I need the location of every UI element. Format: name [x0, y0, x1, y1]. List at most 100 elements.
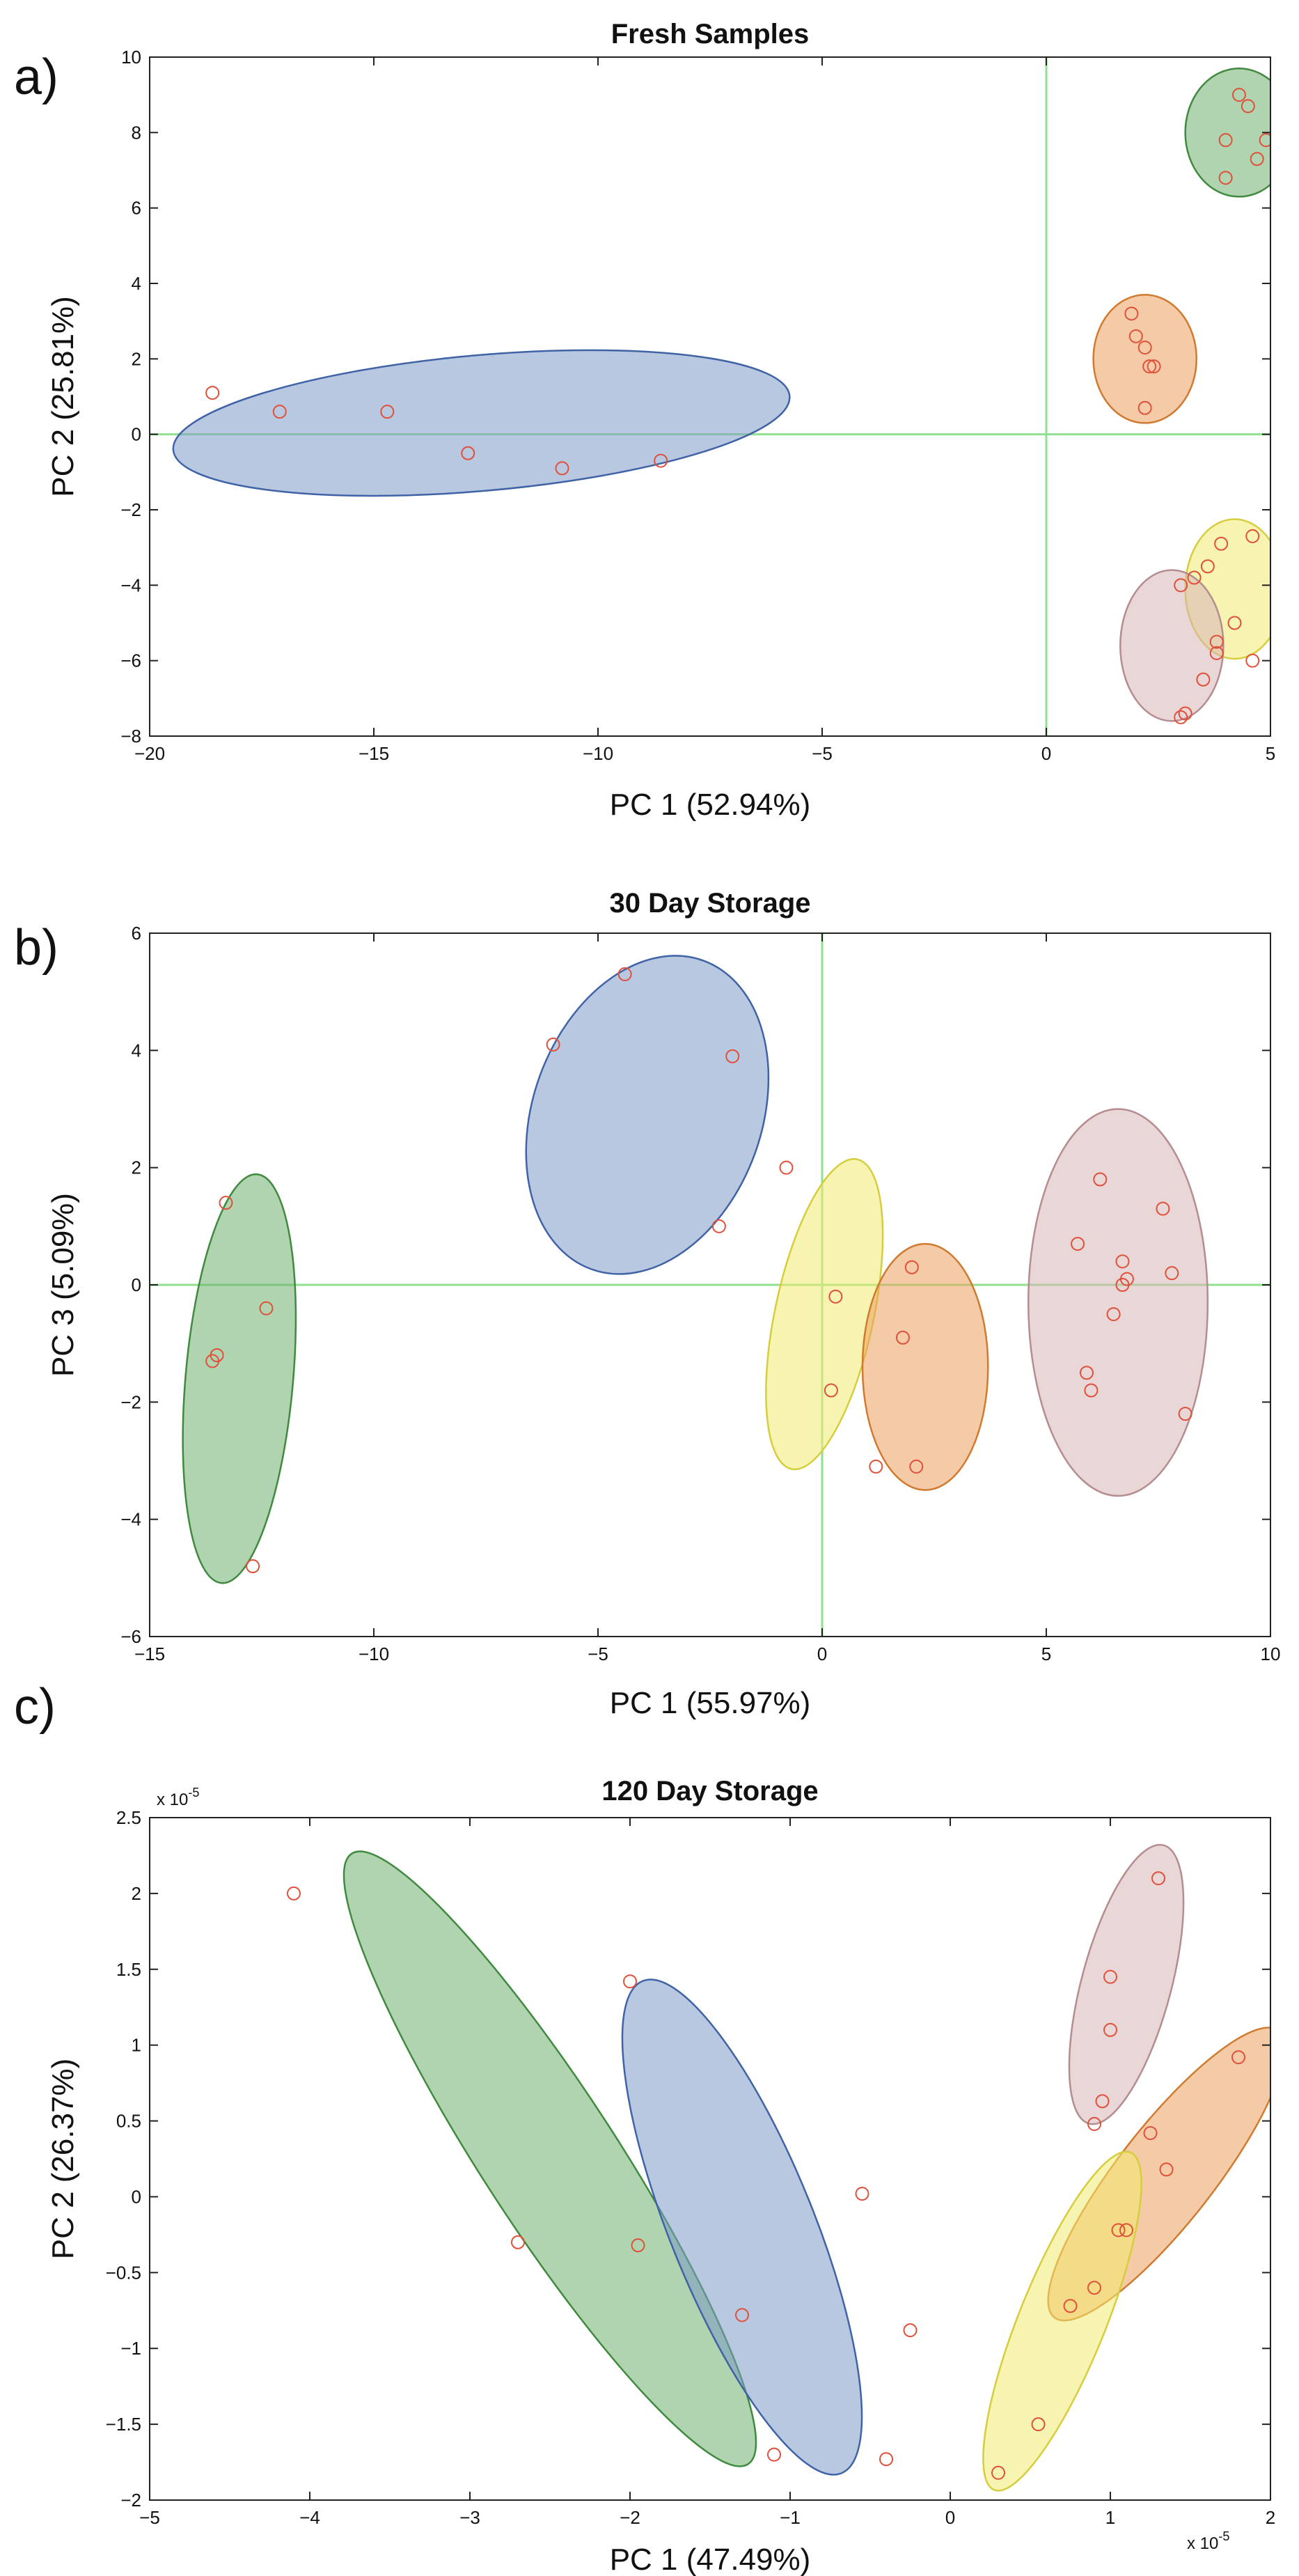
data-point: [511, 2235, 525, 2249]
data-point: [855, 2187, 869, 2201]
x-axis-label: PC 1 (52.94%): [610, 788, 811, 822]
data-point: [1103, 2022, 1117, 2037]
data-point: [1137, 341, 1152, 355]
data-point: [1124, 306, 1139, 321]
data-point: [1196, 672, 1211, 687]
data-point: [1084, 1383, 1099, 1398]
data-point: [1143, 2125, 1158, 2140]
data-point: [779, 1160, 794, 1175]
data-point: [631, 2238, 645, 2253]
x-axis-label: PC 1 (55.97%): [610, 1686, 811, 1720]
chart-title: Fresh Samples: [611, 19, 810, 49]
data-point: [1259, 133, 1270, 148]
data-point: [711, 1219, 726, 1233]
data-point: [1087, 2116, 1101, 2131]
group-ellipse-2: [1184, 68, 1270, 198]
data-point: [1095, 2094, 1110, 2109]
x-tick-label: −3: [459, 2507, 480, 2528]
panel-b: b) 30 Day Storage −15 −10 −5 0 5 10 −6 −4 −2 0 2 4 6 PC…: [14, 888, 1280, 1720]
y-tick-label: −8: [120, 726, 141, 747]
plot-frame: [149, 1817, 1271, 2501]
y-tick-label: 2: [132, 348, 141, 369]
data-point: [879, 2452, 893, 2467]
y-tick-label: −4: [120, 575, 141, 595]
data-point: [1178, 1407, 1192, 1421]
data-point: [259, 1301, 274, 1316]
data-point: [1111, 2223, 1126, 2238]
x-tick-label: −5: [812, 743, 833, 764]
y-tick-label: 0: [132, 2186, 141, 2207]
data-point: [1031, 2417, 1046, 2432]
x-tick-label: 0: [945, 2507, 955, 2528]
x-tick-label: −20: [134, 743, 165, 764]
panel-c: c) 120 Day Storage −5 −4 −3 −2 −1 0 1 2 −2 −1.5 −1 −0…: [14, 1679, 1275, 2576]
y-tick-label: −1.5: [106, 2414, 141, 2435]
data-point: [909, 1459, 924, 1474]
data-point: [1165, 1266, 1179, 1281]
y-tick-label: −1: [120, 2338, 141, 2359]
x-tick-label: −2: [620, 2507, 640, 2528]
y-tick-multiplier: x 10-5: [157, 1786, 199, 1809]
panel-a: a)Fresh Samples−20 −15 −10 −5 0 5−8−6−4−20246…: [14, 19, 1275, 822]
data-point: [1063, 2299, 1078, 2313]
data-point: [1209, 646, 1224, 660]
data-point: [904, 1260, 919, 1274]
multiplier-base: x 10: [157, 1790, 188, 1809]
data-point: [1174, 710, 1188, 724]
x-tick-label: −5: [588, 1644, 608, 1664]
data-point: [725, 1049, 740, 1063]
data-point: [219, 1196, 233, 1210]
data-point: [1147, 359, 1161, 374]
group-ellipse-2: [621, 1978, 863, 2476]
data-point: [824, 1383, 838, 1398]
data-point: [1071, 1237, 1085, 1251]
x-tick-label: −10: [359, 1644, 389, 1664]
y-tick-label: −6: [120, 650, 141, 671]
data-point: [1250, 152, 1264, 166]
group-ellipse-4: [861, 1242, 989, 1491]
y-tick-label: 10: [121, 47, 141, 68]
y-tick-label: 0: [132, 1274, 141, 1295]
data-point: [1137, 400, 1152, 415]
plot-frame: [149, 56, 1271, 737]
data-point: [767, 2447, 781, 2462]
y-tick-label: −2: [120, 1391, 141, 1412]
data-point: [287, 1886, 301, 1900]
data-point: [1087, 2281, 1101, 2295]
data-point: [1209, 634, 1224, 649]
data-point: [895, 1330, 910, 1345]
panel-letter: a): [14, 49, 58, 105]
data-point: [1128, 329, 1143, 343]
x-tick-label: 1: [1105, 2507, 1115, 2528]
group-ellipse-2: [525, 955, 770, 1275]
y-axis-label: PC 2 (26.37%): [46, 2059, 80, 2260]
group-ellipse-5: [982, 2150, 1142, 2492]
data-point: [869, 1459, 883, 1474]
x-tick-label: 10: [1261, 1644, 1281, 1664]
panel-letter: b): [14, 920, 58, 976]
data-point: [654, 453, 668, 468]
group-ellipse-1: [172, 349, 791, 497]
y-tick-label: 4: [132, 273, 141, 294]
panel-letter: c): [14, 1679, 56, 1735]
data-point: [1119, 2223, 1133, 2238]
group-ellipse-1: [182, 1173, 297, 1584]
x-tick-multiplier: x 10-5: [1187, 2529, 1229, 2553]
x-tick-label: 5: [1266, 743, 1275, 764]
data-point: [1245, 529, 1260, 543]
chart-title: 30 Day Storage: [609, 888, 810, 919]
x-tick-label: −10: [583, 743, 613, 764]
data-point: [623, 1974, 637, 1989]
data-point: [1079, 1366, 1094, 1380]
data-point: [1115, 1254, 1130, 1269]
x-axis-label: PC 1 (47.49%): [610, 2543, 811, 2576]
data-point: [903, 2323, 918, 2338]
plot-area: [150, 57, 1270, 736]
data-point: [205, 386, 220, 400]
y-tick-label: 0.5: [116, 2111, 141, 2132]
group-ellipse-5: [1027, 1108, 1209, 1497]
y-tick-label: −2: [120, 2490, 141, 2511]
data-point: [735, 2308, 749, 2323]
data-point: [828, 1289, 843, 1304]
